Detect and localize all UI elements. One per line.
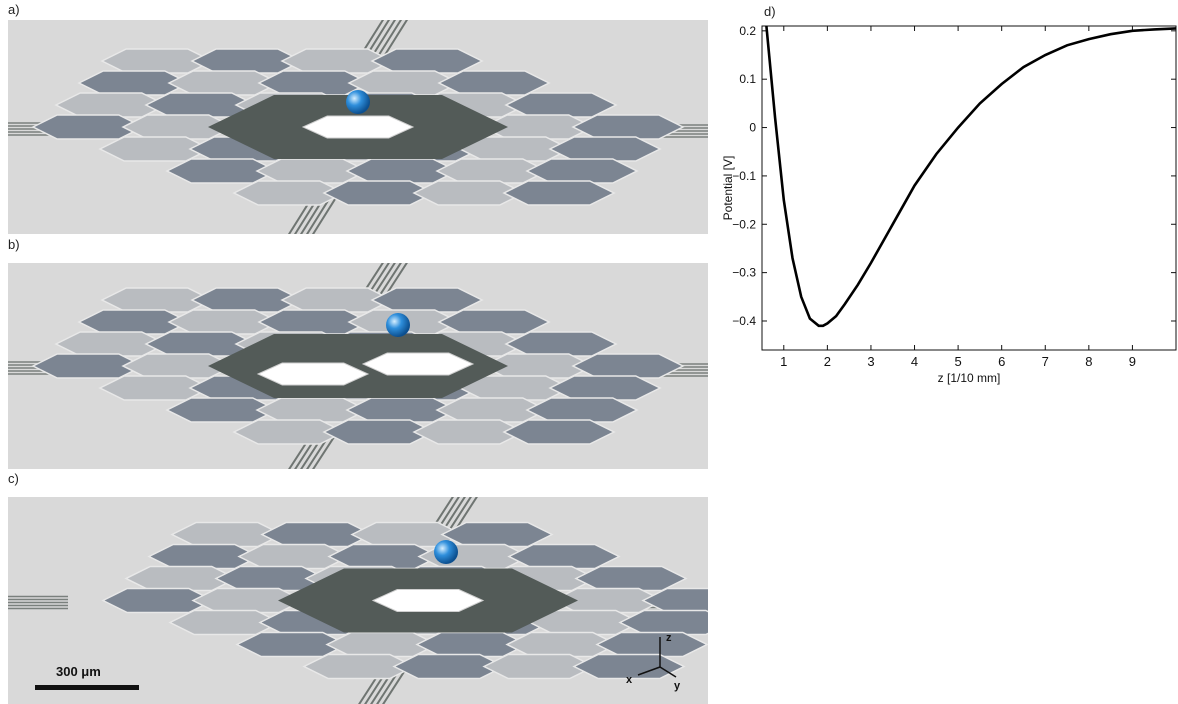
electrode-hexagon [525,158,639,184]
electrode-hexagon [502,419,616,445]
y-axis-title: Potential [V] [721,156,735,221]
electrode-hexagon [507,543,621,570]
y-ticks: 0.2 0.1 0 −0.1 −0.2 −0.3 −0.4 [732,24,1176,328]
electrode-hexagon [504,331,618,357]
electrode-hexagon [437,309,551,335]
electrode-hexagon [525,397,639,423]
trap-gap [301,115,415,139]
electrode-hexagon [548,375,662,401]
y-tick-label: 0 [749,121,756,135]
trap-panel-b [8,263,708,469]
y-tick-label: −0.4 [732,314,756,328]
x-ticks: 1 2 3 4 5 6 7 8 9 [780,26,1136,369]
electrode-hexagon [437,70,551,96]
electrode-hexagon [572,653,686,680]
panel-label-c: c) [8,471,19,486]
trap-render-a [8,20,708,234]
panel-label-a: a) [8,2,20,17]
x-tick-label: 9 [1129,354,1136,369]
x-tick-label: 5 [954,354,961,369]
electrode-hexagon [440,521,554,548]
panel-label-b: b) [8,237,20,252]
electrode-array [31,287,685,445]
z-axis-label: z [666,632,672,644]
x-tick-label: 1 [780,354,787,369]
electrode-hexagon [502,180,616,206]
trap-panel-a [8,20,708,234]
x-tick-label: 7 [1042,354,1049,369]
x-axis-line [637,666,661,676]
trap-panel-c: 300 μm z x y [8,497,708,704]
scale-bar [35,685,139,690]
electrode-hexagon [641,587,708,614]
electrode-hexagon [370,287,484,313]
y-tick-label: −0.2 [732,217,756,231]
electrode-hexagon [571,114,685,140]
scale-bar-label: 300 μm [56,664,101,679]
trap-render-c [8,497,708,704]
x-tick-label: 4 [911,354,918,369]
trap-gap [361,352,475,376]
y-axis-line [659,666,677,678]
plot-frame [761,25,1177,351]
electrode-array [31,48,685,206]
y-tick-label: −0.3 [732,266,756,280]
x-tick-label: 3 [867,354,874,369]
trap-render-b [8,263,708,469]
electrode-hexagon [574,565,688,592]
trap-gap [256,362,370,386]
trap-gap [371,589,485,612]
potential-curve [765,25,1177,328]
y-tick-label: 0.2 [739,24,756,38]
electrode-array [101,521,708,680]
electrode-hexagon [571,353,685,379]
axes-triad: z x y [626,632,681,692]
x-axis-title: z [1/10 mm] [938,371,1001,385]
ion-sphere-icon [434,540,458,564]
ion-sphere-icon [386,313,410,337]
electrode-hexagon [370,48,484,74]
x-tick-label: 2 [824,354,831,369]
chart-panel-label: d) [764,4,776,19]
x-tick-label: 8 [1085,354,1092,369]
y-tick-label: 0.1 [739,72,756,86]
ion-sphere-icon [346,90,370,114]
potential-chart: d) 1 2 3 4 5 6 7 8 9 0.2 0.1 0 −0.1 −0.2 −0.3 −0.4 z [… [721,4,1177,385]
x-axis-label: x [626,674,633,686]
x-tick-label: 6 [998,354,1005,369]
electrode-hexagon [504,92,618,118]
electrode-hexagon [548,136,662,162]
y-tick-label: −0.1 [732,169,756,183]
y-axis-label: y [674,680,681,692]
